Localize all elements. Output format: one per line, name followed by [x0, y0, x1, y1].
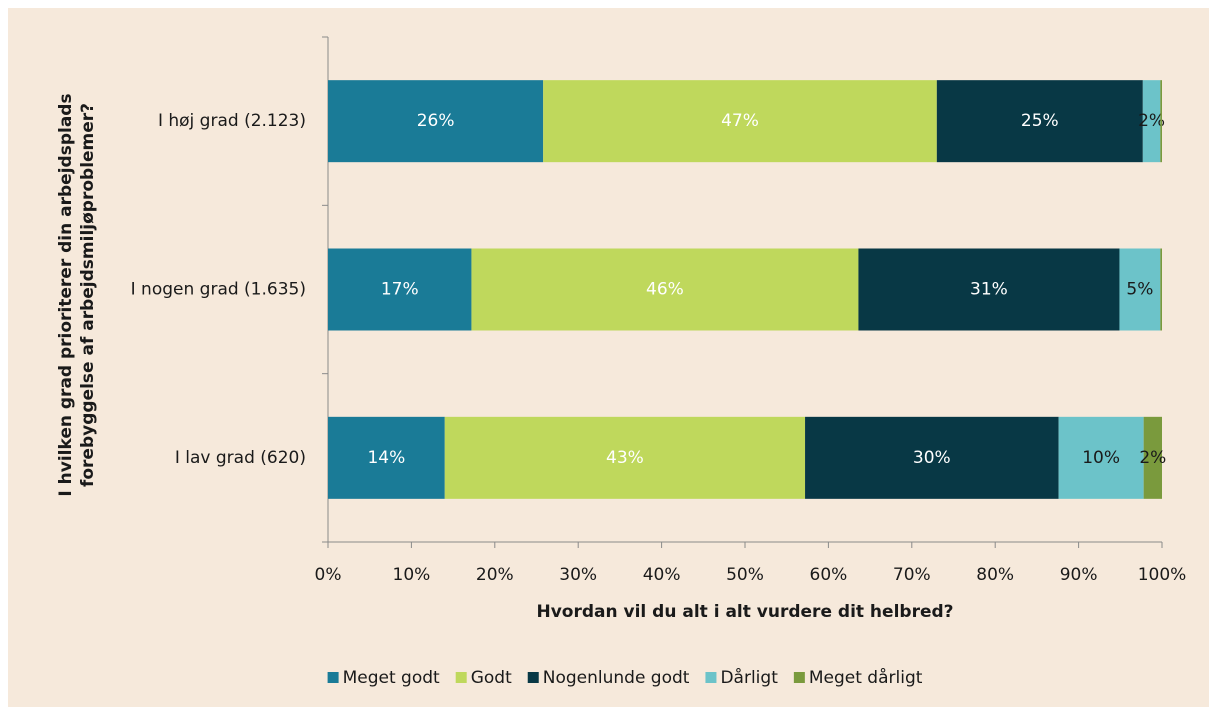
legend-label: Meget godt [343, 668, 440, 688]
data-label: 46% [646, 280, 684, 300]
x-tick-label: 10% [393, 565, 431, 585]
data-label: 31% [970, 280, 1008, 300]
bar-segment [471, 248, 859, 331]
bar-segment [328, 80, 544, 163]
y-axis-title: I hvilken grad prioriterer din arbejdspl… [56, 93, 76, 496]
bar-segment [444, 416, 806, 499]
data-label: 2% [1139, 448, 1166, 468]
legend-swatch [705, 672, 717, 683]
data-label: 10% [1082, 448, 1120, 468]
legend-label: Dårligt [720, 667, 778, 688]
legend-label: Nogenlunde godt [543, 668, 690, 688]
data-label: 14% [367, 448, 405, 468]
data-label: 5% [1126, 280, 1153, 300]
x-tick-label: 20% [476, 565, 514, 585]
x-tick-label: 30% [559, 565, 597, 585]
x-axis-title: Hvordan vil du alt i alt vurdere dit hel… [536, 602, 953, 622]
bar-segment [328, 248, 472, 331]
y-tick-label: I lav grad (620) [175, 448, 306, 468]
bar-segment [1143, 416, 1162, 499]
legend-swatch [527, 672, 539, 683]
legend-swatch [793, 672, 805, 683]
data-label: 26% [417, 111, 455, 131]
x-tick-label: 40% [643, 565, 681, 585]
legend-swatch [455, 672, 467, 683]
bar-segment [543, 80, 937, 163]
bar-segment [936, 80, 1143, 163]
y-tick-label: I nogen grad (1.635) [131, 280, 306, 300]
bar-segment [1142, 80, 1161, 163]
bar-segment [1160, 248, 1162, 331]
y-tick-label: I høj grad (2.123) [158, 111, 306, 131]
data-label: 17% [381, 280, 419, 300]
x-tick-label: 80% [976, 565, 1014, 585]
data-label: 47% [721, 111, 759, 131]
x-tick-label: 50% [726, 565, 764, 585]
data-label: 30% [913, 448, 951, 468]
legend-label: Godt [471, 668, 512, 688]
bar-segment [858, 248, 1120, 331]
legend-swatch [327, 672, 339, 683]
x-tick-label: 60% [810, 565, 848, 585]
data-label: 43% [606, 448, 644, 468]
legend-label: Meget dårligt [809, 667, 923, 688]
y-axis-title: forebyggelse af arbejdsmiljøproblemer? [78, 103, 98, 487]
data-label: 2% [1138, 111, 1165, 131]
bar-segment [805, 416, 1059, 499]
bar-segment [1160, 80, 1162, 163]
bar-segment [1058, 416, 1144, 499]
bar-segment [328, 416, 445, 499]
x-tick-label: 100% [1138, 565, 1187, 585]
data-label: 25% [1021, 111, 1059, 131]
x-tick-label: 70% [893, 565, 931, 585]
x-tick-label: 0% [315, 565, 342, 585]
x-tick-label: 90% [1060, 565, 1098, 585]
bar-segment [1119, 248, 1161, 331]
